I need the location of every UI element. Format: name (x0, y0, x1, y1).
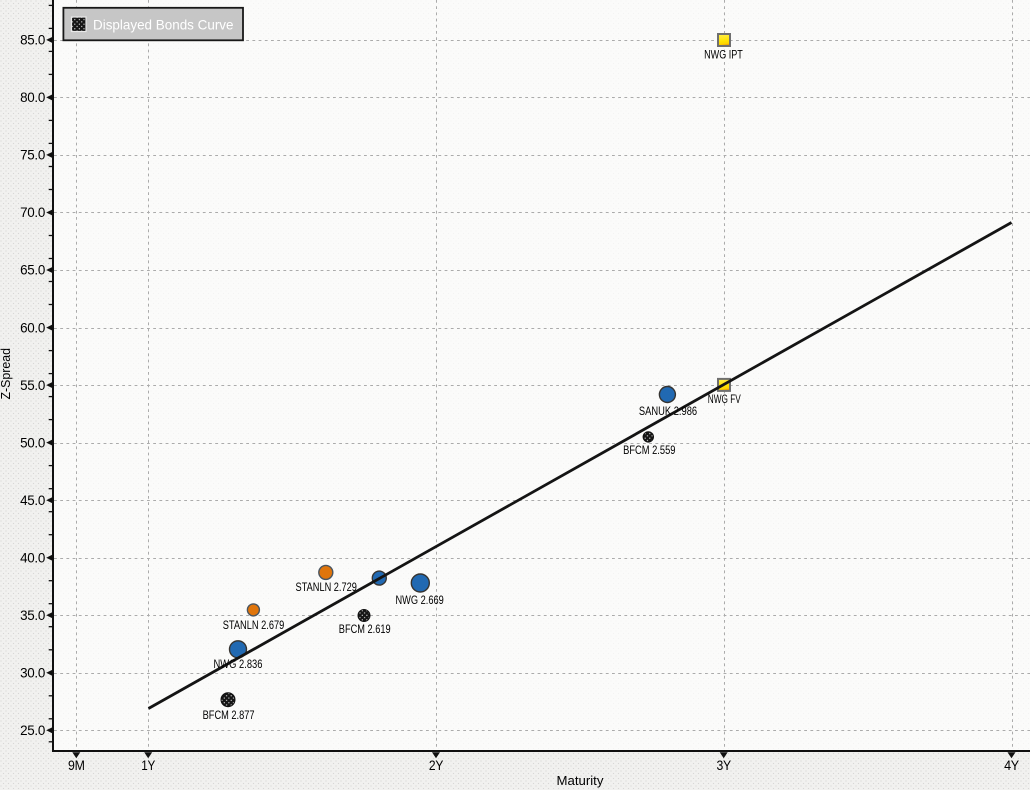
svg-text:75.0: 75.0 (20, 148, 45, 163)
svg-text:55.0: 55.0 (20, 378, 45, 393)
svg-text:1Y: 1Y (141, 758, 155, 773)
svg-text:30.0: 30.0 (20, 666, 45, 681)
svg-text:35.0: 35.0 (20, 608, 45, 623)
svg-text:STANLN 2.679: STANLN 2.679 (223, 620, 285, 632)
svg-text:BFCM 2.877: BFCM 2.877 (203, 710, 255, 722)
svg-text:BFCM 2.619: BFCM 2.619 (339, 624, 391, 636)
svg-text:STANLN 2.729: STANLN 2.729 (296, 582, 357, 594)
svg-text:NWG IPT: NWG IPT (704, 50, 743, 62)
svg-text:3Y: 3Y (717, 758, 732, 773)
svg-text:25.0: 25.0 (20, 723, 45, 738)
svg-text:NWG FV: NWG FV (708, 394, 741, 406)
svg-text:65.0: 65.0 (20, 263, 45, 278)
svg-text:2Y: 2Y (429, 758, 444, 773)
svg-text:NWG 2.836: NWG 2.836 (214, 659, 263, 671)
svg-text:4Y: 4Y (1004, 758, 1019, 773)
svg-text:Maturity: Maturity (557, 773, 604, 788)
svg-text:Displayed Bonds Curve: Displayed Bonds Curve (93, 16, 234, 32)
svg-text:70.0: 70.0 (20, 205, 45, 220)
svg-text:NWG 2.669: NWG 2.669 (395, 595, 443, 607)
svg-text:SANUK 2.986: SANUK 2.986 (639, 406, 697, 418)
svg-text:9M: 9M (68, 758, 85, 773)
svg-text:40.0: 40.0 (20, 550, 45, 565)
svg-text:45.0: 45.0 (20, 493, 45, 508)
svg-text:85.0: 85.0 (20, 33, 45, 48)
svg-text:Z-Spread: Z-Spread (0, 348, 13, 400)
svg-text:50.0: 50.0 (20, 435, 45, 450)
svg-text:80.0: 80.0 (20, 90, 45, 105)
svg-text:BFCM 2.559: BFCM 2.559 (623, 445, 675, 457)
svg-text:60.0: 60.0 (20, 320, 45, 335)
